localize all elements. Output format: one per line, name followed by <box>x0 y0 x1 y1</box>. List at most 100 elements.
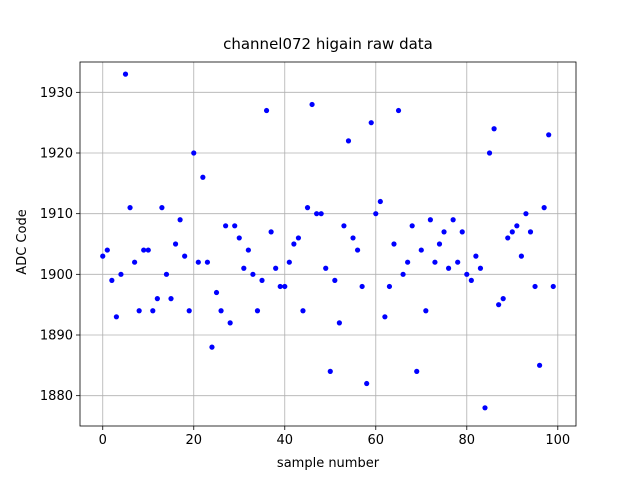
grid <box>80 62 576 426</box>
data-point <box>177 217 183 223</box>
x-tick-label: 0 <box>99 433 107 448</box>
data-point <box>455 259 461 265</box>
data-point <box>182 253 188 259</box>
x-tick-label: 100 <box>545 433 570 448</box>
x-tick-label: 60 <box>368 433 385 448</box>
x-tick-label: 20 <box>185 433 202 448</box>
data-point <box>263 107 270 114</box>
data-point <box>323 265 329 271</box>
data-point <box>546 132 552 138</box>
data-point <box>527 229 534 235</box>
data-point <box>373 211 379 217</box>
data-point <box>186 308 192 314</box>
data-point <box>118 271 124 277</box>
data-point <box>268 229 274 235</box>
data-point <box>423 308 429 314</box>
data-point <box>163 271 170 277</box>
data-point <box>436 241 443 247</box>
y-tick-label: 1930 <box>40 86 73 101</box>
x-tick-label: 80 <box>459 433 476 448</box>
x-axis-label: sample number <box>277 456 380 471</box>
data-point <box>295 235 302 241</box>
data-point <box>536 362 543 368</box>
data-point <box>132 259 138 265</box>
data-point <box>250 271 256 277</box>
data-point <box>100 253 106 259</box>
data-point <box>273 265 279 271</box>
data-point <box>150 308 156 314</box>
data-point <box>172 241 179 247</box>
data-point <box>414 368 420 374</box>
data-point <box>459 229 465 235</box>
data-point <box>518 253 524 259</box>
x-axis-ticks: 0 20 40 60 80 100 <box>99 426 570 448</box>
data-point <box>154 296 160 302</box>
data-point <box>122 71 129 77</box>
data-point <box>441 229 447 235</box>
data-point <box>277 283 283 290</box>
data-point <box>314 211 320 217</box>
data-point <box>386 283 393 290</box>
x-tick-label: 40 <box>276 433 293 448</box>
data-point <box>395 107 402 114</box>
data-point <box>241 265 247 271</box>
data-point <box>304 205 311 211</box>
data-point <box>336 320 342 326</box>
data-point <box>468 277 474 283</box>
data-point <box>523 211 529 217</box>
data-point <box>218 308 224 314</box>
data-point <box>418 247 424 253</box>
data-point <box>409 223 415 229</box>
data-point <box>227 320 233 326</box>
data-point <box>282 283 288 290</box>
data-point <box>136 308 142 314</box>
data-point <box>350 235 356 241</box>
plot-frame <box>79 61 577 427</box>
y-tick-label: 1900 <box>40 268 73 283</box>
y-tick-label: 1910 <box>40 207 73 222</box>
data-point <box>113 314 120 320</box>
data-point <box>500 296 506 302</box>
data-point <box>318 211 324 217</box>
data-point <box>195 259 201 265</box>
data-point <box>359 283 365 290</box>
y-axis-ticks: 1880 1890 1900 1910 1920 1930 <box>40 86 80 404</box>
data-point <box>391 241 397 247</box>
data-point <box>473 253 479 259</box>
data-point <box>400 271 406 277</box>
data-point <box>345 138 352 144</box>
data-point <box>109 277 115 283</box>
data-point <box>445 265 452 271</box>
y-tick-label: 1890 <box>40 329 73 344</box>
data-point <box>354 247 361 253</box>
data-point <box>191 150 197 156</box>
data-point <box>327 368 333 374</box>
data-point <box>509 229 515 235</box>
data-point <box>236 235 242 241</box>
data-point <box>286 259 292 265</box>
data-point <box>223 223 229 229</box>
y-tick-label: 1880 <box>40 389 73 404</box>
data-point <box>491 126 497 132</box>
data-point <box>482 405 488 411</box>
data-point <box>514 223 520 229</box>
data-point <box>309 101 315 108</box>
data-point <box>341 223 347 229</box>
chart-title: channel072 higain raw data <box>223 35 433 53</box>
data-point <box>232 223 238 229</box>
data-point <box>145 247 151 253</box>
data-point <box>532 283 538 290</box>
data-point <box>104 247 110 253</box>
data-point <box>541 205 547 211</box>
y-tick-label: 1920 <box>40 147 73 162</box>
data-point <box>450 217 456 223</box>
data-point <box>427 217 433 223</box>
data-point <box>486 150 493 156</box>
data-point <box>291 241 297 247</box>
data-point <box>259 277 265 283</box>
data-point <box>432 259 438 265</box>
data-point <box>213 289 220 296</box>
data-point <box>368 120 374 126</box>
